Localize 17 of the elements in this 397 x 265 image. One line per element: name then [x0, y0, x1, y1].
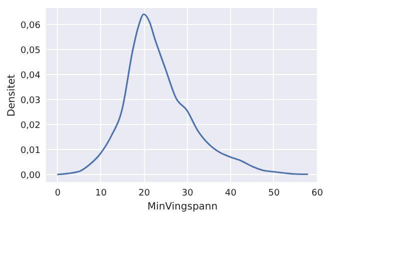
y-tick-label: 0,05	[20, 46, 40, 56]
y-axis-title: Densitet	[6, 74, 18, 117]
y-tick-label: 0,06	[20, 20, 41, 31]
y-tick-label: 0,01	[20, 146, 40, 156]
line-series	[56, 13, 309, 176]
y-tick-label: 0,04	[20, 70, 41, 81]
y-tick-label: 0,02	[20, 120, 40, 131]
x-tick-label: 0	[54, 188, 61, 198]
x-axis-title: MinVingspann	[147, 202, 218, 212]
x-tick-label: 30	[182, 188, 194, 198]
x-tick-label: 10	[95, 188, 107, 198]
x-tick-label: 60	[311, 188, 324, 198]
x-tick-label: 40	[224, 188, 237, 198]
y-tick-label: 0,00	[20, 170, 41, 181]
x-tick-label: 50	[268, 188, 280, 198]
y-tick-label: 0,03	[20, 96, 40, 106]
x-tick-label: 20	[138, 188, 150, 198]
